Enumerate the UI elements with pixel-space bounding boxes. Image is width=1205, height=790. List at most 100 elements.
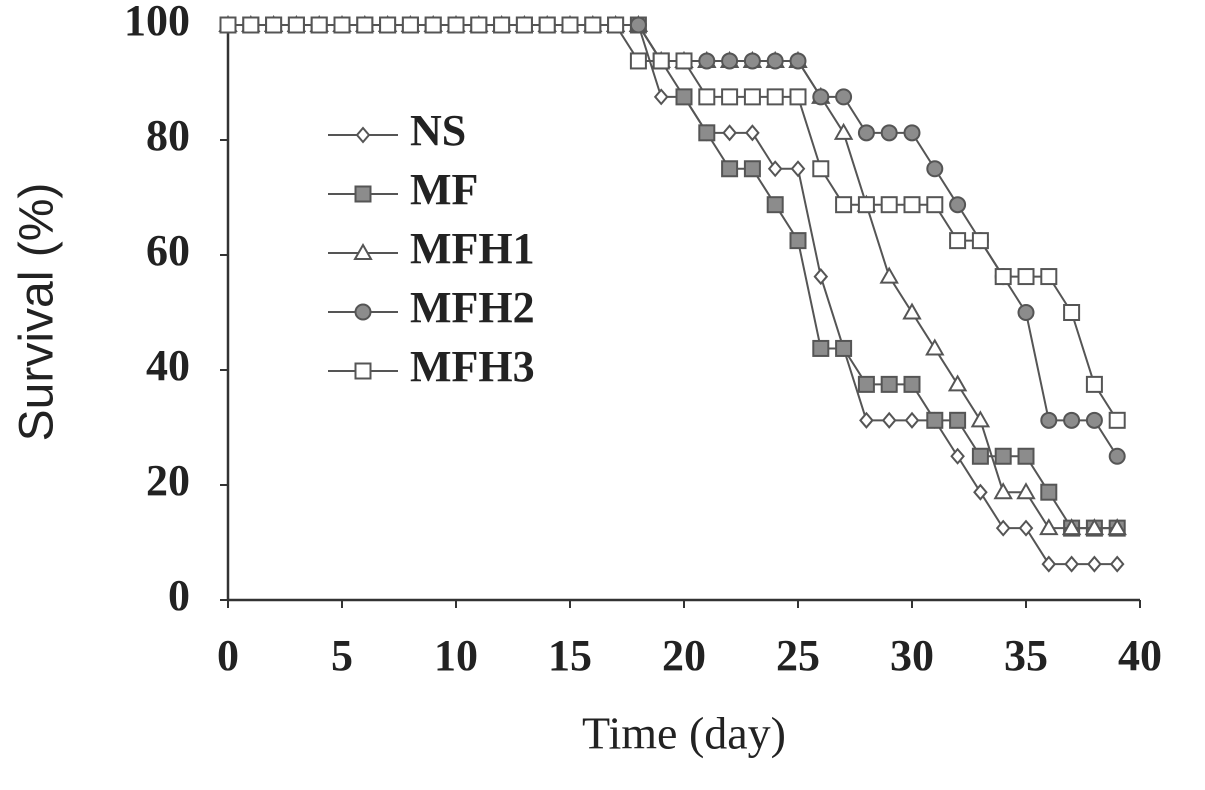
- marker: [629, 52, 647, 70]
- marker: [653, 88, 669, 106]
- marker: [1061, 518, 1082, 536]
- marker: [949, 196, 967, 214]
- legend-label: NS: [410, 106, 466, 155]
- marker: [493, 16, 511, 34]
- marker: [880, 375, 898, 393]
- marker: [1063, 411, 1081, 429]
- series-line: [228, 24, 1119, 421]
- marker: [926, 411, 944, 429]
- marker: [1107, 518, 1127, 536]
- marker: [902, 302, 922, 320]
- marker: [310, 16, 328, 34]
- marker: [947, 374, 968, 392]
- marker: [745, 124, 760, 142]
- marker: [721, 52, 739, 70]
- marker: [994, 447, 1012, 465]
- marker: [698, 52, 716, 70]
- marker: [812, 88, 830, 106]
- marker: [698, 88, 716, 106]
- marker: [857, 375, 875, 393]
- marker: [812, 339, 830, 357]
- y-tick-label: 20: [146, 456, 190, 505]
- x-axis-label: Time (day): [582, 708, 786, 759]
- x-tick-label: 0: [217, 631, 239, 680]
- marker: [652, 52, 670, 70]
- marker: [813, 268, 829, 286]
- marker: [1039, 518, 1059, 536]
- marker: [1085, 411, 1103, 429]
- marker: [1040, 483, 1058, 501]
- marker: [925, 338, 945, 356]
- legend-label: MFH2: [410, 283, 535, 332]
- legend-marker: [354, 362, 372, 380]
- marker: [812, 160, 830, 178]
- marker: [1087, 555, 1102, 573]
- marker: [401, 16, 419, 34]
- marker: [722, 124, 737, 142]
- x-tick-label: 15: [548, 631, 592, 680]
- marker: [1017, 268, 1035, 286]
- legend-marker: [354, 185, 372, 203]
- y-tick-label: 80: [146, 111, 190, 160]
- x-tick-label: 10: [434, 631, 478, 680]
- y-tick-label: 60: [146, 226, 190, 275]
- marker: [789, 52, 807, 70]
- marker: [903, 196, 921, 214]
- marker: [970, 410, 991, 428]
- marker: [766, 52, 784, 70]
- marker: [1017, 304, 1035, 321]
- marker: [879, 266, 899, 284]
- x-tick-label: 5: [331, 631, 353, 680]
- x-tick-label: 40: [1118, 631, 1162, 680]
- marker: [1041, 555, 1057, 573]
- legend-marker: [353, 242, 373, 260]
- marker: [926, 196, 944, 214]
- marker: [971, 232, 989, 250]
- marker: [675, 52, 693, 70]
- marker: [789, 232, 807, 250]
- marker: [1040, 411, 1058, 429]
- marker: [219, 16, 237, 34]
- legend-label: MFH3: [410, 342, 535, 391]
- marker: [971, 447, 989, 465]
- marker: [950, 447, 965, 465]
- marker: [1017, 447, 1035, 465]
- marker: [287, 16, 305, 34]
- marker: [904, 411, 920, 429]
- marker: [859, 411, 874, 429]
- x-tick-label: 35: [1004, 631, 1048, 680]
- y-tick-label: 40: [146, 341, 190, 390]
- legend-marker: [355, 126, 371, 144]
- marker: [561, 16, 579, 34]
- marker: [1109, 555, 1125, 573]
- marker: [470, 16, 488, 34]
- marker: [333, 16, 351, 34]
- y-tick-label: 0: [168, 571, 190, 620]
- y-axis-label: Survival (%): [11, 183, 64, 442]
- marker: [379, 16, 397, 34]
- marker: [721, 160, 739, 178]
- marker: [1016, 482, 1036, 500]
- marker: [1108, 411, 1126, 429]
- marker: [926, 160, 944, 178]
- marker: [903, 124, 921, 142]
- marker: [880, 124, 898, 142]
- marker: [835, 339, 853, 357]
- marker: [995, 519, 1011, 537]
- marker: [356, 16, 374, 34]
- marker: [766, 88, 784, 106]
- marker: [1084, 518, 1105, 536]
- legend-label: MFH1: [410, 224, 535, 273]
- marker: [903, 375, 921, 393]
- marker: [835, 196, 853, 214]
- marker: [833, 122, 854, 140]
- marker: [1063, 304, 1081, 321]
- marker: [447, 16, 465, 34]
- marker: [1108, 447, 1126, 465]
- marker: [743, 160, 761, 178]
- legend-marker: [354, 303, 372, 321]
- marker: [538, 16, 556, 34]
- marker: [584, 16, 602, 34]
- marker: [698, 124, 716, 142]
